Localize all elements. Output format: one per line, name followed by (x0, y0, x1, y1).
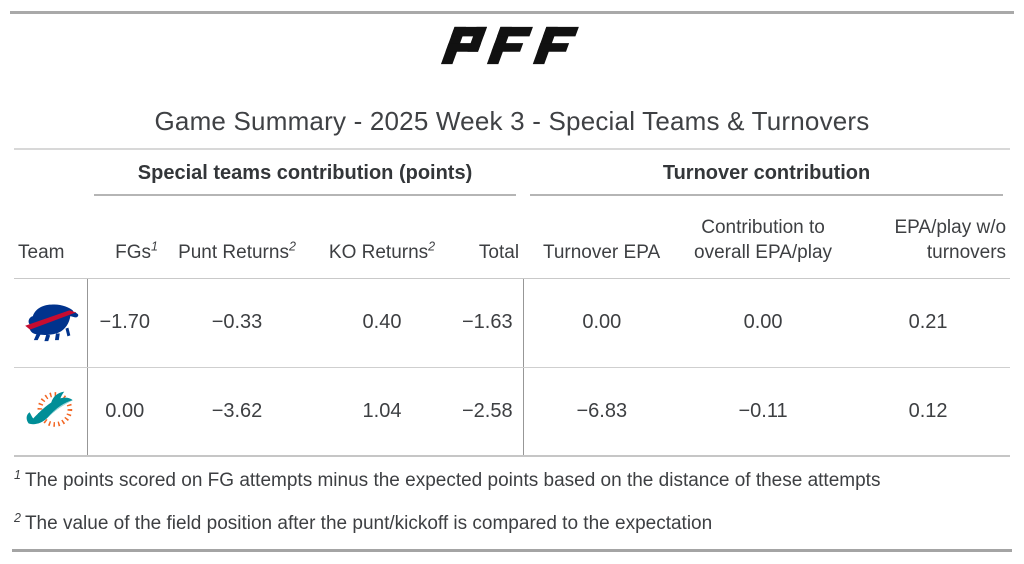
footnote-1: 1 The points scored on FG attempts minus … (14, 467, 1010, 492)
pff-logo (0, 24, 1024, 73)
footnote-ref-1: 1 (151, 240, 158, 255)
col-header-ko-returns: KO Returns2 (312, 196, 452, 279)
dolphins-logo (26, 391, 73, 427)
col-header-punt-returns: Punt Returns2 (162, 196, 312, 279)
footnote-ref-2: 2 (288, 240, 296, 255)
bottom-divider (12, 549, 1012, 552)
col-header-turnover-epa: Turnover EPA (523, 196, 681, 279)
team-cell (14, 278, 88, 368)
cell-epa-wo-turnovers: 0.21 (846, 278, 1011, 368)
cell-fgs: 0.00 (87, 367, 162, 457)
col-header-label: FGs (115, 242, 152, 264)
col-header-label: KO Returns (328, 242, 429, 264)
col-header-fgs: FGs1 (87, 196, 162, 279)
col-header-contribution-overall: Contribution to overall EPA/play (680, 196, 847, 279)
title-divider (14, 148, 1010, 150)
group-header-label: Turnover contribution (530, 162, 1004, 196)
cell-total: −1.63 (452, 278, 524, 368)
team-cell (14, 367, 88, 457)
cell-contribution-overall: 0.00 (680, 278, 847, 368)
group-header-spacer (14, 150, 87, 196)
cell-turnover-epa: 0.00 (523, 278, 681, 368)
cell-turnover-epa: −6.83 (523, 367, 681, 457)
group-header-label: Special teams contribution (points) (94, 162, 517, 196)
bills-logo (25, 303, 79, 341)
column-header-row: Team FGs1 Punt Returns2 KO Returns2 Tota… (14, 196, 1011, 279)
page-title: Game Summary - 2025 Week 3 - Special Tea… (154, 106, 870, 136)
cell-epa-wo-turnovers: 0.12 (846, 367, 1011, 457)
footnotes: 1 The points scored on FG attempts minus … (14, 467, 1010, 556)
col-header-team: Team (14, 196, 87, 279)
cell-fgs: −1.70 (87, 278, 162, 368)
col-header-epa-wo-turnovers: EPA/play w/o turnovers (846, 196, 1011, 279)
group-header-row: Special teams contribution (points) Turn… (14, 150, 1010, 196)
cell-total: −2.58 (452, 367, 524, 457)
cell-ko-returns: 1.04 (312, 367, 452, 457)
footnote-text: The value of the field position after th… (24, 513, 713, 534)
cell-ko-returns: 0.40 (312, 278, 452, 368)
footnote-ref-2: 2 (428, 240, 436, 255)
footnote-text: The points scored on FG attempts minus t… (24, 470, 881, 491)
cell-punt-returns: −3.62 (162, 367, 312, 457)
footnote-marker: 2 (14, 510, 21, 525)
col-header-label: Punt Returns (178, 242, 289, 264)
pff-logo-icon (440, 26, 579, 65)
cell-punt-returns: −0.33 (162, 278, 312, 368)
group-header-turnover: Turnover contribution (523, 150, 1010, 196)
table-row-dolphins: 0.00 −3.62 1.04 −2.58 −6.83 −0.11 0.12 (14, 367, 1011, 457)
table-row-bills: −1.70 −0.33 0.40 −1.63 0.00 0.00 0.21 (14, 278, 1011, 368)
footnote-2: 2 The value of the field position after t… (14, 510, 1010, 535)
special-teams-turnovers-table: Special teams contribution (points) Turn… (14, 150, 1011, 457)
group-header-special-teams: Special teams contribution (points) (87, 150, 523, 196)
col-header-total: Total (452, 196, 524, 279)
top-divider (10, 11, 1014, 14)
footnote-marker: 1 (14, 467, 21, 482)
cell-contribution-overall: −0.11 (680, 367, 847, 457)
